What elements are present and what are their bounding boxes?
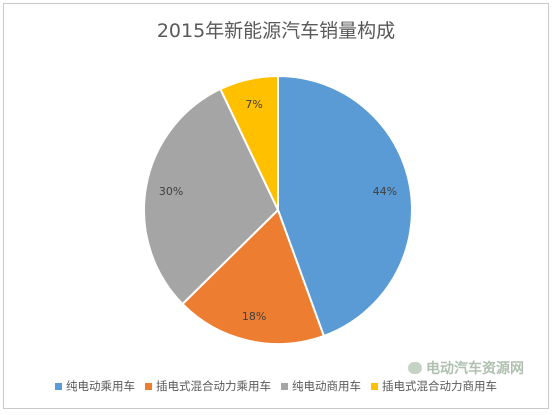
slice-label-2: 18% <box>242 310 266 323</box>
legend-swatch <box>55 382 62 390</box>
legend-swatch <box>371 382 378 390</box>
pie-chart: 44% 18% 30% 7% <box>143 74 413 345</box>
slice-label-4: 7% <box>245 98 262 111</box>
pie-slice-3 <box>143 87 280 306</box>
slice-label-1: 44% <box>373 185 397 198</box>
slice-label-3: 30% <box>159 185 183 198</box>
legend-swatch <box>281 382 288 390</box>
legend-label: 纯电动乘用车 <box>66 379 135 393</box>
legend-item-4: 插电式混合动力商用车 <box>371 378 497 394</box>
legend-swatch <box>145 382 152 390</box>
wechat-icon <box>408 362 422 374</box>
pie-slice-4 <box>219 74 279 211</box>
watermark: 电动汽车资源网 <box>408 358 524 378</box>
legend-label: 纯电动商用车 <box>292 379 361 393</box>
watermark-text: 电动汽车资源网 <box>426 361 524 377</box>
pie-slice-1 <box>277 74 413 338</box>
legend-item-2: 插电式混合动力乘用车 <box>145 378 271 394</box>
legend-label: 插电式混合动力乘用车 <box>156 379 271 393</box>
chart-frame: 2015年新能源汽车销量构成 44% 18% 30% 7% 纯电动乘用车 插电式混合动力… <box>3 3 549 409</box>
legend-item-1: 纯电动乘用车 <box>55 378 135 394</box>
chart-title: 2015年新能源汽车销量构成 <box>156 20 396 42</box>
pie-slice-2 <box>181 208 326 345</box>
legend-label: 插电式混合动力商用车 <box>382 379 497 393</box>
legend-item-3: 纯电动商用车 <box>281 378 361 394</box>
chart-legend: 纯电动乘用车 插电式混合动力乘用车 纯电动商用车 插电式混合动力商用车 <box>4 378 548 394</box>
